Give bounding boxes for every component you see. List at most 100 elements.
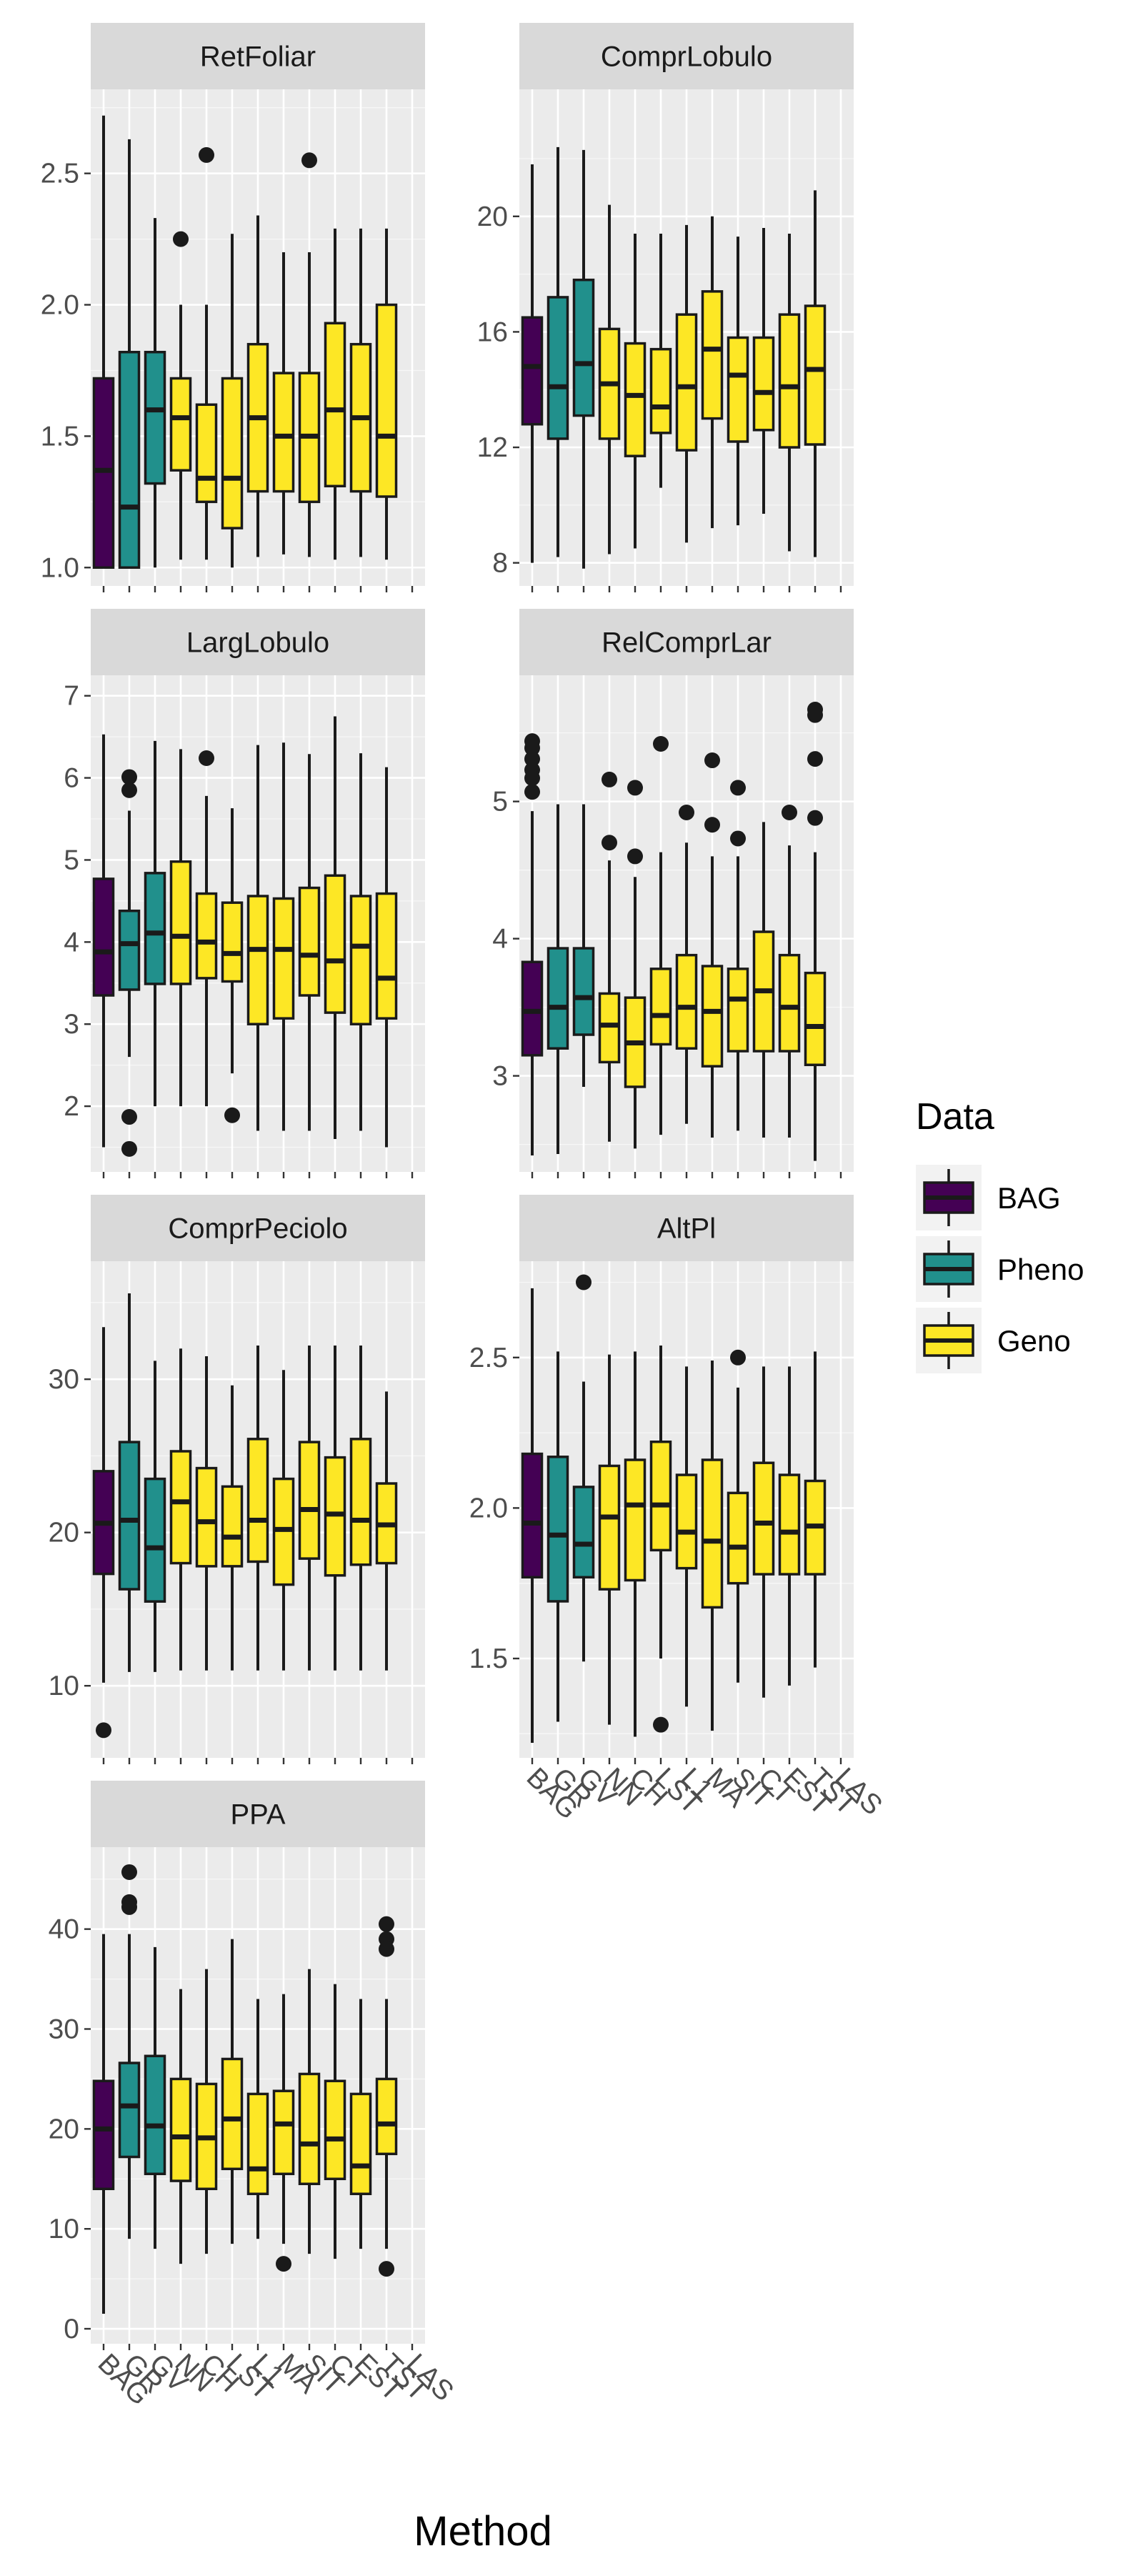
box-ch	[195, 1969, 218, 2254]
box-ct	[324, 716, 346, 1140]
box-sit	[298, 1345, 321, 1671]
y-tick-label: 8	[492, 548, 508, 579]
facet-title: RetFoliar	[200, 41, 316, 73]
box-l1	[675, 1366, 698, 1707]
box-tst	[375, 1916, 398, 2277]
box-gv	[144, 1361, 166, 1672]
box-l1	[246, 1999, 269, 2239]
box-gr	[118, 769, 141, 1157]
y-tick-label: 10	[49, 2214, 79, 2244]
legend-label: Pheno	[997, 1253, 1084, 1286]
boxes	[92, 1864, 398, 2314]
box-gr	[118, 139, 141, 570]
box-tst	[804, 1351, 827, 1668]
y-tick-label: 1.0	[41, 552, 79, 583]
iqr-box	[804, 971, 827, 1066]
y-tick-label: 2.0	[41, 290, 79, 321]
iqr-box	[375, 303, 398, 498]
iqr-box	[195, 403, 218, 504]
box-ma	[701, 1361, 724, 1731]
box-bag	[521, 1288, 544, 1743]
facet-panels: RetFoliar1.01.52.02.5ComprLobulo8121620L…	[41, 23, 888, 2412]
box-nn	[598, 1354, 621, 1725]
outlier-point	[173, 231, 189, 247]
facet-panel-comprlobulo: ComprLobulo 8 12 16 20	[477, 23, 854, 592]
box-lst	[649, 234, 672, 488]
box-ct	[752, 822, 775, 1138]
iqr-box	[298, 1441, 321, 1560]
legend: Data BAG Pheno Geno	[916, 1096, 1084, 1373]
box-ct	[324, 1345, 346, 1671]
outlier-point	[121, 782, 137, 798]
iqr-box	[675, 1473, 698, 1570]
y-tick-label: 12	[477, 432, 508, 463]
outlier-point	[96, 1722, 111, 1739]
facet-title: LargLobulo	[186, 627, 329, 659]
iqr-box	[195, 1466, 218, 1568]
iqr-box	[221, 1485, 244, 1568]
box-l1	[246, 215, 269, 557]
iqr-box	[349, 1438, 372, 1566]
iqr-box	[246, 1438, 269, 1563]
box-lst	[221, 808, 244, 1123]
box-lst	[649, 735, 672, 1135]
outlier-point	[379, 1916, 394, 1932]
facet-title: RelComprLar	[602, 627, 772, 659]
outlier-point	[807, 810, 823, 826]
y-tick-label: 1.5	[41, 421, 79, 452]
box-l1	[675, 804, 698, 1124]
facet-strip	[519, 609, 854, 675]
y-tick-label: 20	[49, 1518, 79, 1548]
iqr-box	[118, 909, 141, 991]
box-ma	[272, 742, 295, 1131]
y-tick-label: 3	[64, 1009, 79, 1040]
iqr-box	[598, 1464, 621, 1591]
outlier-point	[301, 152, 317, 169]
box-gr	[546, 804, 569, 1155]
box-bag	[521, 164, 544, 563]
box-ch	[624, 234, 647, 549]
iqr-box	[375, 892, 398, 1020]
box-ct	[752, 1366, 775, 1698]
iqr-box	[572, 278, 595, 417]
outlier-point	[730, 1349, 746, 1366]
iqr-box	[572, 947, 595, 1036]
facet-strip	[91, 1195, 425, 1261]
box-sit	[298, 152, 321, 557]
outlier-point	[121, 769, 137, 785]
iqr-box	[752, 1461, 775, 1576]
legend-item-pheno: Pheno	[916, 1236, 1084, 1302]
box-ma	[701, 752, 724, 1138]
box-ct	[324, 1984, 346, 2259]
box-ma	[272, 1994, 295, 2272]
iqr-box	[246, 2092, 269, 2195]
outlier-point	[524, 751, 540, 767]
outlier-point	[653, 1716, 669, 1733]
facet-panel-retfoliar: RetFoliar 1.0 1.5 2.0 2.5	[41, 23, 425, 592]
iqr-box	[144, 350, 166, 485]
box-gr	[546, 1351, 569, 1722]
box-gv	[144, 740, 166, 1107]
iqr-box	[701, 290, 724, 420]
outlier-point	[276, 2256, 291, 2272]
iqr-box	[546, 947, 569, 1050]
box-nn	[598, 204, 621, 555]
box-fst	[349, 1345, 372, 1671]
y-tick-label: 30	[49, 2014, 79, 2045]
iqr-box	[649, 1440, 672, 1552]
box-ma	[272, 252, 295, 555]
iqr-box	[298, 2072, 321, 2186]
outlier-point	[653, 735, 669, 752]
legend-item-bag: BAG	[916, 1165, 1061, 1230]
y-tick-label: 6	[64, 763, 79, 794]
boxes	[521, 1274, 827, 1743]
box-fst	[349, 753, 372, 1131]
box-lst	[221, 1939, 244, 2244]
iqr-box	[727, 968, 749, 1053]
box-sit	[298, 1969, 321, 2254]
y-tick-label: 2.0	[469, 1493, 508, 1523]
box-l1	[246, 745, 269, 1131]
iqr-box	[246, 895, 269, 1025]
iqr-box	[804, 304, 827, 446]
facet-panel-relcomprlar: RelComprLar 3 4 5	[492, 609, 854, 1178]
